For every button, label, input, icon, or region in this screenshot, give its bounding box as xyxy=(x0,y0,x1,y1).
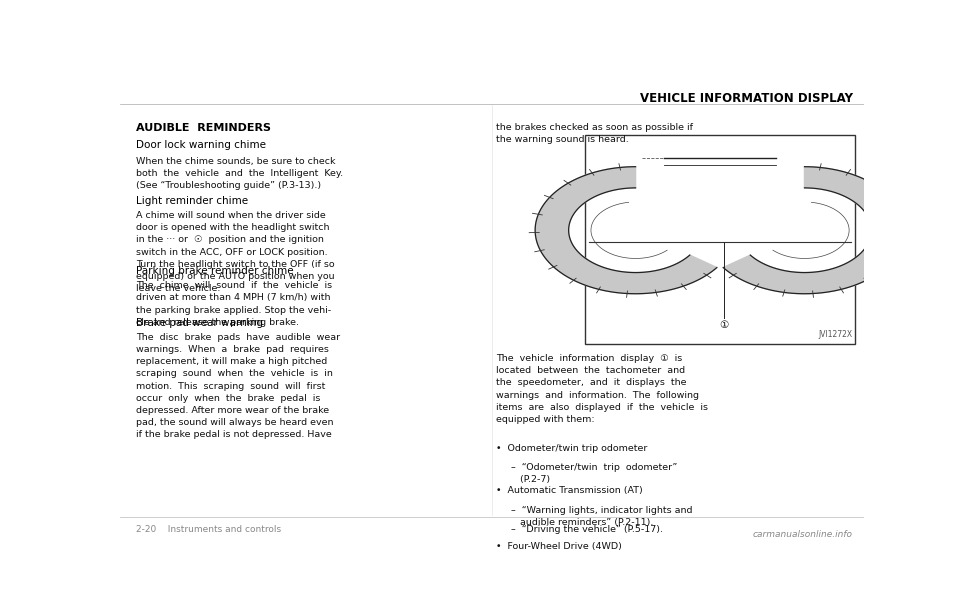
Text: –  “Odometer/twin  trip  odometer”
        (P.2-7): – “Odometer/twin trip odometer” (P.2-7) xyxy=(495,463,677,485)
Text: •  Automatic Transmission (AT): • Automatic Transmission (AT) xyxy=(495,486,642,495)
Text: The  vehicle  information  display  ①  is
located  between  the  tachometer  and: The vehicle information display ① is loc… xyxy=(495,354,708,424)
Text: –  “Driving the vehicle” (P.5-17).: – “Driving the vehicle” (P.5-17). xyxy=(495,524,662,533)
Text: VEHICLE INFORMATION DISPLAY: VEHICLE INFORMATION DISPLAY xyxy=(639,92,852,105)
Text: –  “Warning lights, indicator lights and
        audible reminders” (P.2-11).: – “Warning lights, indicator lights and … xyxy=(495,506,692,527)
Text: ①: ① xyxy=(719,320,729,331)
Text: Door lock warning chime: Door lock warning chime xyxy=(136,140,266,150)
Text: AUDIBLE  REMINDERS: AUDIBLE REMINDERS xyxy=(136,123,272,133)
Text: The  disc  brake  pads  have  audible  wear
warnings.  When  a  brake  pad  requ: The disc brake pads have audible wear wa… xyxy=(136,333,341,439)
Text: the brakes checked as soon as possible if
the warning sound is heard.: the brakes checked as soon as possible i… xyxy=(495,123,693,144)
Text: carmanualsonline.info: carmanualsonline.info xyxy=(753,530,852,539)
Text: •  Four-Wheel Drive (4WD): • Four-Wheel Drive (4WD) xyxy=(495,543,621,551)
Polygon shape xyxy=(723,167,905,294)
Text: 2-20    Instruments and controls: 2-20 Instruments and controls xyxy=(136,525,281,534)
Text: When the chime sounds, be sure to check
both  the  vehicle  and  the  Intelligen: When the chime sounds, be sure to check … xyxy=(136,157,344,191)
Bar xyxy=(585,136,855,344)
Text: Light reminder chime: Light reminder chime xyxy=(136,196,249,206)
Text: •  Odometer/twin trip odometer: • Odometer/twin trip odometer xyxy=(495,444,647,453)
Text: JVI1272X: JVI1272X xyxy=(818,330,852,339)
Text: A chime will sound when the driver side
door is opened with the headlight switch: A chime will sound when the driver side … xyxy=(136,211,335,293)
Text: The  chime  will  sound  if  the  vehicle  is
driven at more than 4 MPH (7 km/h): The chime will sound if the vehicle is d… xyxy=(136,281,332,327)
Polygon shape xyxy=(535,167,717,294)
Text: Parking brake reminder chime: Parking brake reminder chime xyxy=(136,266,294,276)
Text: Brake pad wear warning: Brake pad wear warning xyxy=(136,318,263,328)
